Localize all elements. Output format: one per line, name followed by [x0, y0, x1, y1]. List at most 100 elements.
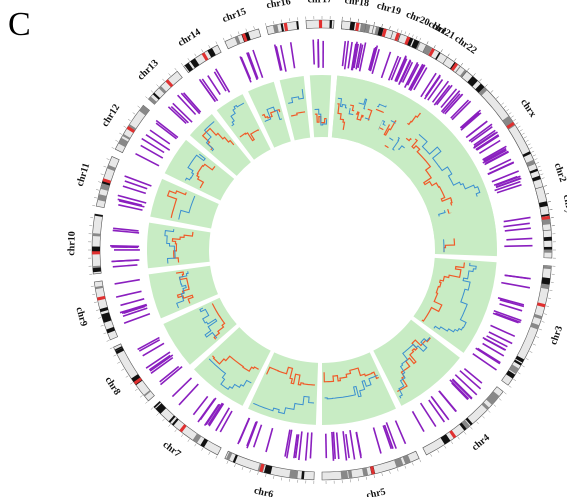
ideogram-band-chrx: [529, 168, 538, 174]
bar-mark-chr6: [294, 434, 300, 459]
bar-mark-chr13: [170, 106, 189, 124]
tick-mark: [187, 439, 190, 442]
tick-mark: [532, 154, 536, 157]
bar-mark-chr11: [124, 175, 152, 187]
series-a-line-chr18: [337, 103, 346, 131]
tick-mark: [490, 90, 494, 93]
bar-mark-chr3: [486, 335, 508, 348]
ideogram-band-chr14: [184, 62, 194, 72]
tick-mark: [546, 193, 550, 195]
ideogram-band-chry: [538, 201, 548, 208]
centromere-chr8: [133, 377, 143, 385]
tick-mark: [539, 328, 542, 331]
tick-mark: [544, 185, 547, 187]
tick-mark: [103, 332, 107, 335]
bar-mark-chr4: [451, 382, 469, 401]
bar-mark-chr2: [489, 158, 512, 171]
bar-mark-chr14: [207, 75, 221, 96]
tick-mark: [426, 41, 429, 45]
ideogram-band-chrx: [502, 115, 512, 125]
bar-mark-chrx: [482, 149, 507, 164]
tick-mark: [549, 289, 553, 291]
tick-mark: [194, 53, 197, 57]
bar-mark-chr13: [177, 94, 197, 116]
tick-mark: [123, 125, 127, 128]
series-b-line-chr17: [314, 108, 328, 126]
bar-mark-chr1: [433, 84, 451, 106]
tick-mark: [265, 474, 267, 478]
tick-mark: [100, 173, 104, 175]
ideogram-band-chr7: [153, 401, 161, 408]
bar-mark-chr3: [504, 274, 529, 280]
bar-mark-chr5: [342, 431, 348, 461]
tick-mark: [127, 118, 131, 121]
tick-mark: [373, 21, 375, 25]
bar-mark-chr2: [468, 123, 493, 142]
tick-mark: [430, 453, 433, 457]
tick-mark: [397, 28, 399, 32]
tick-mark: [457, 436, 460, 440]
ideogram-band-chr9: [106, 326, 116, 334]
bar-mark-chr5: [332, 431, 336, 459]
bar-mark-chr7: [171, 377, 193, 398]
tick-mark: [245, 28, 247, 32]
ideogram-band-chr10: [94, 214, 103, 217]
chr-label-chr20: chr20: [404, 9, 431, 29]
series-b-line-chr16: [288, 89, 304, 104]
ideogram-band-chr18: [359, 23, 366, 33]
series-b-line-chr7: [208, 358, 252, 390]
tick-mark: [226, 460, 229, 464]
series-a-line-chr21: [383, 120, 397, 136]
tick-mark: [373, 475, 375, 479]
ideogram-band-chr13: [152, 92, 161, 100]
bar-mark-chr1: [403, 62, 419, 88]
bar-mark-chr7: [178, 383, 199, 406]
bar-mark-chr8: [137, 336, 160, 351]
ideogram-chr5: [321, 450, 420, 481]
bar-mark-chr1: [420, 72, 437, 98]
bar-mark-chr5: [331, 431, 335, 461]
centromere-chr17: [318, 20, 323, 29]
ideogram-layer: [88, 16, 556, 485]
bar-mark-chr1: [380, 51, 392, 79]
tick-mark: [119, 132, 123, 135]
series-a-line-chrx: [411, 138, 453, 206]
tick-mark: [515, 122, 519, 125]
centromere-chr7: [179, 424, 187, 433]
bar-mark-chr1: [395, 58, 408, 83]
bar-mark-chr10: [111, 259, 138, 263]
ideogram-band-chr11: [100, 183, 110, 191]
track-bg-chr4: [373, 319, 460, 406]
inner-track-layer: [146, 75, 497, 425]
tick-mark: [95, 189, 99, 191]
tick-mark: [540, 173, 544, 175]
bar-mark-chr10: [110, 245, 140, 248]
ideogram-band-chr5: [362, 467, 369, 477]
ideogram-band-chr20: [405, 37, 414, 47]
chr-label-chr2: chr2: [552, 162, 567, 184]
chr-label-chr19: chr19: [376, 0, 403, 17]
tick-mark: [529, 351, 533, 353]
series-a-line-chr3: [421, 262, 465, 322]
ideogram-band-chr7: [168, 415, 176, 423]
ideogram-band-chr5: [340, 470, 349, 480]
bar-mark-chr4: [463, 367, 483, 384]
bar-mark-chr1: [413, 67, 428, 91]
tick-mark: [121, 368, 125, 371]
chr-label-chr22: chr22: [452, 34, 478, 57]
bar-mark-chr6: [265, 427, 274, 453]
ideogram-band-chrx: [526, 159, 536, 167]
ideogram-band-chr3: [533, 313, 543, 320]
ideogram-band-chr9: [101, 312, 111, 319]
bar-mark-chr7: [207, 402, 224, 426]
track-bg-chr19: [347, 79, 377, 143]
bar-mark-chr1: [358, 42, 367, 72]
ideogram-band-chr14: [190, 58, 200, 69]
ideogram-band-chr14: [207, 48, 216, 58]
bar-track-layer: [110, 39, 533, 461]
tick-mark: [521, 365, 525, 368]
ideogram-band-chry: [541, 213, 550, 217]
bar-mark-chrx: [442, 93, 461, 114]
bar-mark-chr2: [495, 177, 521, 188]
track-bg-chr10: [146, 222, 211, 269]
